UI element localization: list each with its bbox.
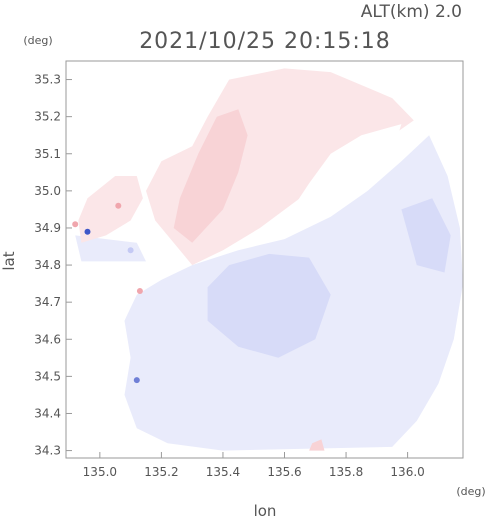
x-tick-label: 135.0 [83, 465, 117, 479]
echo-spot-5 [127, 247, 134, 254]
x-tick-label: 135.4 [206, 465, 240, 479]
echo-spot-4 [136, 288, 143, 294]
plot-area [72, 68, 463, 451]
y-tick-label: 34.5 [34, 369, 61, 383]
echo-spot-3 [115, 202, 122, 209]
y-tick-label: 34.3 [34, 444, 61, 458]
echo-region-red-west [78, 176, 143, 243]
altitude-label: ALT(km) 2.0 [361, 2, 462, 22]
y-tick-label: 34.8 [34, 258, 61, 272]
chart-title: 2021/10/25 20:15:18 [139, 29, 391, 54]
y-tick-label: 34.9 [34, 221, 61, 235]
echo-region-blue-core-east [401, 198, 451, 273]
y-tick-label: 35.1 [34, 147, 61, 161]
y-unit-label: (deg) [23, 34, 52, 47]
echo-spot-1 [72, 221, 79, 228]
x-tick-label: 135.2 [144, 465, 178, 479]
x-unit-label: (deg) [456, 485, 485, 498]
echo-region-clear-gap [253, 124, 402, 243]
x-axis-label: lon [254, 502, 277, 520]
y-tick-label: 34.4 [34, 406, 61, 420]
y-tick-label: 35.0 [34, 184, 61, 198]
echo-region-red-south-speck [309, 439, 325, 451]
y-tick-label: 35.3 [34, 73, 61, 87]
y-axis-ticks: 34.3 34.4 34.5 34.6 34.7 34.8 34.9 35.0 35.1 35.2… [34, 73, 72, 458]
y-tick-label: 34.6 [34, 332, 61, 346]
x-tick-label: 135.6 [267, 465, 301, 479]
echo-spot-2 [84, 228, 91, 235]
y-tick-label: 34.7 [34, 295, 61, 309]
x-tick-label: 135.8 [329, 465, 363, 479]
x-axis-ticks: 135.0 135.2 135.4 135.6 135.8 136.0 [83, 452, 425, 479]
x-tick-label: 136.0 [390, 465, 424, 479]
echo-region-blue-west-strip [75, 235, 146, 262]
echo-region-blue-core [207, 253, 331, 358]
y-tick-label: 35.2 [34, 110, 61, 124]
echo-spot-6 [133, 377, 140, 384]
y-axis-label: lat [0, 251, 18, 270]
plot-frame [65, 60, 464, 459]
echo-region-red-core [173, 109, 248, 243]
